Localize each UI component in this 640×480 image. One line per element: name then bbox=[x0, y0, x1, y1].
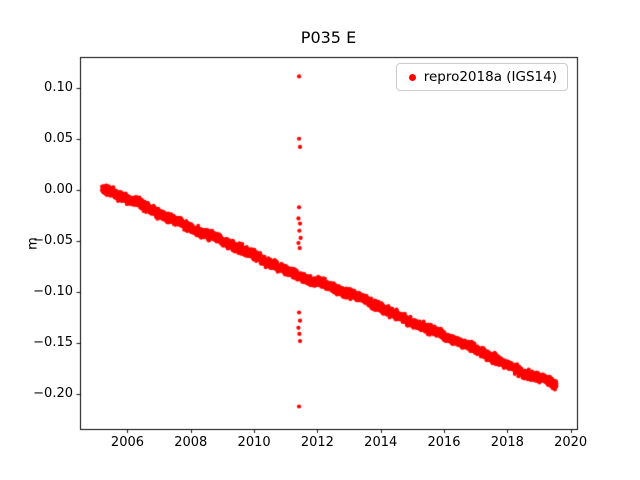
x-tick-label: 2010 bbox=[237, 435, 271, 450]
y-tick-label: 0.05 bbox=[44, 130, 73, 146]
y-tick-label: −0.20 bbox=[33, 386, 73, 402]
y-tick-label: 0.00 bbox=[44, 181, 73, 197]
y-tick-label: −0.15 bbox=[33, 335, 73, 351]
y-tick-label: 0.10 bbox=[44, 79, 73, 95]
x-tick-label: 2014 bbox=[364, 435, 398, 450]
x-tick-label: 2006 bbox=[110, 435, 145, 450]
legend: repro2018a (IGS14) bbox=[395, 63, 568, 91]
y-tick-label: −0.05 bbox=[33, 232, 73, 248]
legend-label: repro2018a (IGS14) bbox=[423, 69, 557, 85]
x-tick-label: 2012 bbox=[300, 435, 334, 450]
legend-marker-dot bbox=[408, 73, 416, 81]
x-tick-label: 2016 bbox=[427, 435, 461, 450]
x-tick-label: 2018 bbox=[490, 435, 524, 450]
x-tick-label: 2020 bbox=[554, 435, 588, 450]
x-tick-label: 2008 bbox=[174, 435, 208, 450]
chart-title: P035 E bbox=[300, 28, 357, 47]
y-tick-label: −0.10 bbox=[33, 284, 73, 300]
